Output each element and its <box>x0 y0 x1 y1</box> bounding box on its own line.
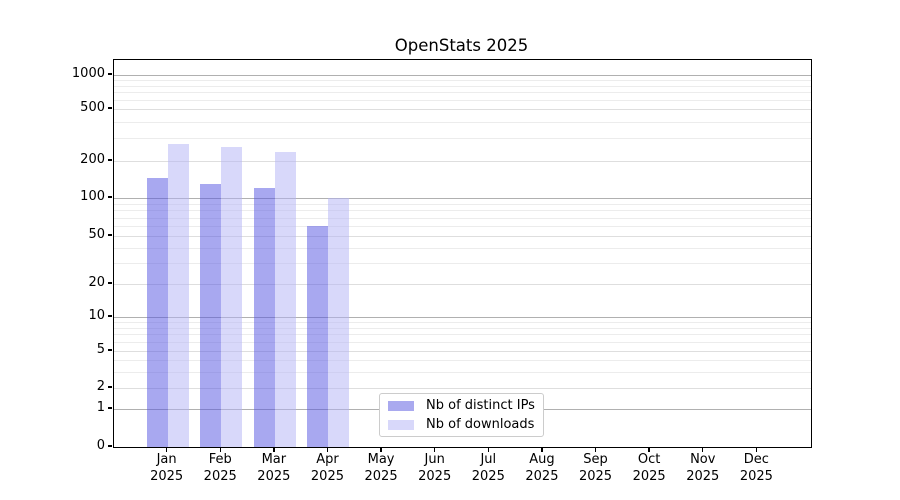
legend-swatch-distinct-ips <box>388 400 414 411</box>
gridline-y-90 <box>114 203 811 205</box>
x-tick-label-feb: Feb 2025 <box>203 452 237 484</box>
y-tick-label-1000: 1000 <box>71 66 105 81</box>
legend-label: Nb of downloads <box>426 417 535 432</box>
y-tick-label-200: 200 <box>80 152 105 167</box>
gridline-y-7 <box>114 334 811 336</box>
gridline-y-800 <box>114 85 811 87</box>
y-tick-mark <box>108 445 112 447</box>
legend-item-downloads: Nb of downloads <box>388 417 535 432</box>
x-tick-mark <box>648 448 650 452</box>
y-tick-label-500: 500 <box>80 100 105 115</box>
x-tick-label-oct: Oct 2025 <box>632 452 666 484</box>
x-tick-mark <box>594 448 597 452</box>
y-tick-label-100: 100 <box>80 189 105 204</box>
y-tick-mark <box>108 107 112 109</box>
legend-label: Nb of distinct IPs <box>426 398 535 413</box>
gridline-y-500 <box>114 109 811 110</box>
bar-distinct-ips-feb <box>200 183 222 447</box>
legend-box: Nb of distinct IPs Nb of downloads <box>379 393 544 437</box>
bar-downloads-feb <box>221 147 243 447</box>
chart-title: OpenStats 2025 <box>394 36 529 55</box>
x-tick-label-may: May 2025 <box>364 452 398 484</box>
y-tick-label-1: 1 <box>96 400 105 415</box>
y-tick-mark <box>108 349 112 351</box>
x-tick-mark <box>380 448 382 452</box>
gridline-y-80 <box>114 210 811 212</box>
y-tick-mark <box>108 234 112 236</box>
x-tick-label-jul: Jul 2025 <box>471 452 505 484</box>
gridline-y-2 <box>114 388 811 389</box>
gridline-y-70 <box>114 217 811 219</box>
x-tick-mark <box>433 448 436 452</box>
bar-distinct-ips-mar <box>253 188 275 447</box>
gridline-y-10 <box>114 317 811 319</box>
gridline-y-300 <box>114 137 811 139</box>
y-tick-label-2: 2 <box>96 379 105 394</box>
bar-distinct-ips-jan <box>146 178 168 447</box>
x-tick-label-nov: Nov 2025 <box>686 452 720 484</box>
x-tick-mark <box>702 448 704 452</box>
gridline-y-9 <box>114 322 811 324</box>
y-tick-label-0: 0 <box>96 438 105 453</box>
y-tick-label-50: 50 <box>88 227 105 242</box>
legend-item-distinct-ips: Nb of distinct IPs <box>388 398 535 413</box>
y-tick-mark <box>108 282 112 284</box>
x-tick-mark <box>755 448 758 452</box>
x-tick-mark <box>326 448 329 452</box>
bar-downloads-jan <box>167 143 189 447</box>
x-tick-mark <box>219 448 221 452</box>
gridline-y-100 <box>114 198 811 200</box>
x-tick-label-jun: Jun 2025 <box>418 452 452 484</box>
x-tick-label-sep: Sep 2025 <box>578 452 613 484</box>
y-tick-mark <box>108 196 112 198</box>
x-tick-label-aug: Aug 2025 <box>525 452 559 484</box>
gridline-y-1000 <box>114 75 811 77</box>
x-tick-mark <box>541 448 543 452</box>
y-tick-label-5: 5 <box>96 342 105 357</box>
gridline-y-50 <box>114 236 811 237</box>
gridline-y-900 <box>114 80 811 82</box>
gridline-y-30 <box>114 262 811 264</box>
x-tick-label-mar: Mar 2025 <box>257 452 291 484</box>
gridline-y-3 <box>114 371 811 373</box>
plot-area <box>113 59 812 448</box>
gridline-y-600 <box>114 100 811 102</box>
gridline-y-40 <box>114 247 811 249</box>
gridline-y-8 <box>114 327 811 329</box>
gridline-y-200 <box>114 161 811 162</box>
y-tick-mark <box>108 73 112 75</box>
y-tick-mark <box>108 315 112 317</box>
y-tick-label-20: 20 <box>88 275 105 290</box>
bar-downloads-mar <box>274 151 296 447</box>
bar-downloads-apr <box>328 198 350 447</box>
y-tick-mark <box>108 159 112 161</box>
y-tick-mark <box>108 407 112 409</box>
gridline-y-5 <box>114 351 811 352</box>
gridline-y-700 <box>114 92 811 94</box>
legend-swatch-downloads <box>388 419 414 430</box>
x-tick-mark <box>487 448 489 452</box>
bar-distinct-ips-apr <box>307 226 329 447</box>
x-tick-mark <box>273 448 275 452</box>
gridline-y-400 <box>114 121 811 123</box>
x-tick-mark <box>165 448 168 452</box>
gridline-y-6 <box>114 342 811 344</box>
gridline-y-20 <box>114 284 811 285</box>
x-tick-label-apr: Apr 2025 <box>310 452 344 484</box>
y-tick-label-10: 10 <box>88 308 105 323</box>
gridline-y-60 <box>114 226 811 227</box>
y-tick-mark <box>108 386 112 388</box>
x-tick-label-dec: Dec 2025 <box>739 452 773 484</box>
gridline-y-4 <box>114 360 811 361</box>
x-tick-label-jan: Jan 2025 <box>150 452 184 484</box>
